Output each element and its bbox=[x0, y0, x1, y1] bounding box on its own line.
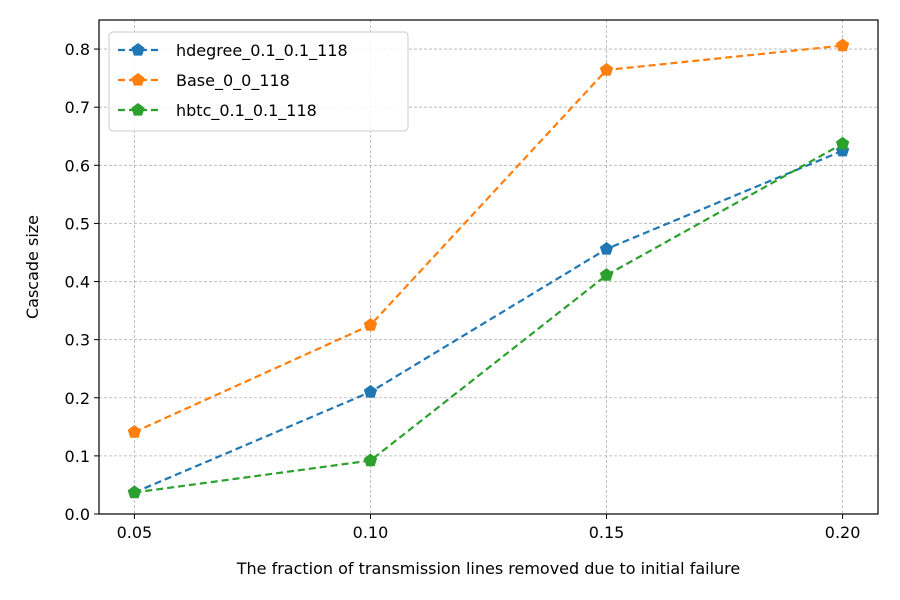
y-tick-label: 0.2 bbox=[65, 389, 90, 408]
y-tick-label: 0.6 bbox=[65, 156, 90, 175]
data-point bbox=[127, 425, 142, 438]
series-line bbox=[133, 149, 844, 494]
legend-entry: Base_0_0_118 bbox=[118, 71, 290, 91]
legend-entry: hdegree_0.1_0.1_118 bbox=[118, 41, 348, 61]
legend-items: hdegree_0.1_0.1_118 Base_0_0_118 hbtc_0.1_… bbox=[118, 41, 348, 121]
series-lines bbox=[127, 38, 850, 499]
y-axis-ticks: 0.0 0.1 0.2 0.3 0.4 0.5 0.6 0.7 0.8 bbox=[65, 40, 99, 524]
data-point bbox=[835, 38, 850, 52]
legend: hdegree_0.1_0.1_118 Base_0_0_118 hbtc_0.1_… bbox=[108, 31, 409, 132]
legend-marker bbox=[131, 43, 145, 56]
data-point bbox=[835, 136, 850, 150]
x-tick-label: 0.05 bbox=[117, 523, 153, 542]
x-tick-label: 0.15 bbox=[589, 523, 625, 542]
x-axis-label: The fraction of transmission lines remov… bbox=[236, 559, 741, 578]
legend-marker bbox=[131, 103, 145, 116]
y-tick-label: 0.8 bbox=[65, 40, 90, 59]
data-point bbox=[599, 268, 614, 281]
data-point bbox=[127, 485, 142, 499]
x-axis-ticks: 0.05 0.10 0.15 0.20 bbox=[117, 514, 861, 542]
x-tick-label: 0.20 bbox=[825, 523, 861, 542]
legend-label: Base_0_0_118 bbox=[176, 71, 290, 91]
legend-box bbox=[108, 31, 409, 132]
x-tick-label: 0.10 bbox=[353, 523, 389, 542]
legend-marker bbox=[131, 73, 145, 86]
legend-label: hbtc_0.1_0.1_118 bbox=[176, 101, 317, 121]
y-tick-label: 0.0 bbox=[65, 505, 90, 524]
data-point bbox=[363, 453, 378, 467]
series-line bbox=[134, 142, 844, 494]
y-tick-label: 0.5 bbox=[65, 214, 90, 233]
legend-label: hdegree_0.1_0.1_118 bbox=[176, 41, 348, 61]
data-point bbox=[363, 318, 378, 331]
y-tick-label: 0.3 bbox=[65, 331, 90, 350]
y-tick-label: 0.1 bbox=[65, 447, 90, 466]
y-tick-label: 0.7 bbox=[65, 98, 90, 117]
data-point bbox=[363, 384, 378, 398]
series-line bbox=[133, 44, 843, 434]
legend-entry: hbtc_0.1_0.1_118 bbox=[118, 101, 317, 121]
data-point bbox=[599, 62, 614, 76]
plot-frame bbox=[98, 19, 879, 515]
series-1 bbox=[127, 38, 850, 438]
y-axis-label: Cascade size bbox=[23, 215, 42, 319]
y-tick-label: 0.4 bbox=[65, 273, 90, 292]
data-point bbox=[599, 241, 614, 255]
series-2 bbox=[127, 136, 850, 499]
